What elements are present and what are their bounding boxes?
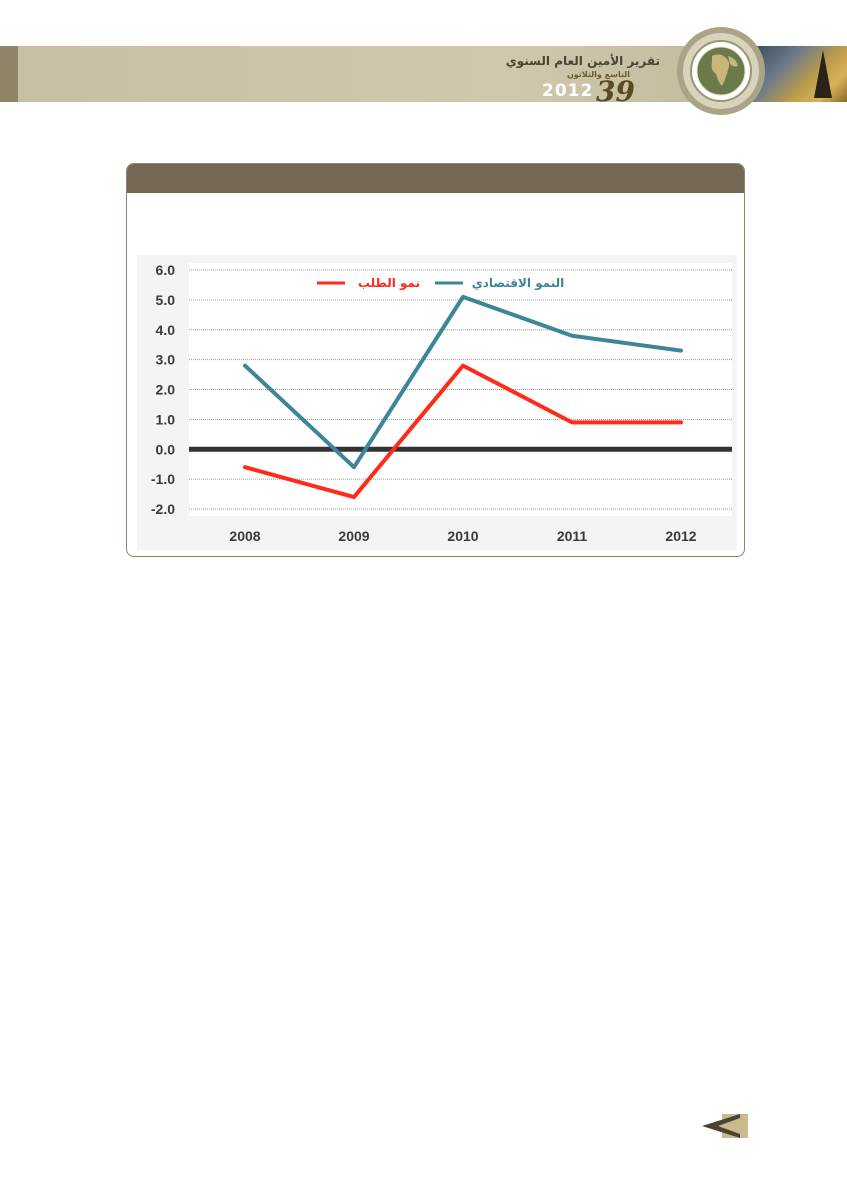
x-tick-label: 2008 — [229, 528, 260, 544]
header-edge — [0, 46, 18, 102]
oil-rig-photo — [752, 46, 847, 102]
data-point — [353, 466, 355, 468]
x-tick-label: 2009 — [338, 528, 369, 544]
back-arrow-icon[interactable] — [700, 1112, 750, 1140]
y-tick-label: 1.0 — [156, 411, 176, 427]
x-tick-label: 2012 — [665, 528, 696, 544]
legend-label: نمو الطلب — [358, 276, 420, 291]
data-point — [680, 421, 682, 423]
y-tick-label: 6.0 — [156, 262, 176, 278]
x-tick-label: 2011 — [557, 528, 588, 544]
data-point — [571, 335, 573, 337]
line-chart: 6.0 5.0 4.0 3.0 2.0 1.0 0.0 -1.0 -2.0 2008 2009 20… — [137, 255, 737, 550]
x-tick-label: 2010 — [447, 528, 478, 544]
data-point — [462, 296, 464, 298]
y-tick-label: 3.0 — [156, 352, 176, 368]
data-point — [571, 421, 573, 423]
y-tick-label: -2.0 — [151, 501, 175, 517]
data-point — [244, 466, 246, 468]
oil-rig-icon — [814, 50, 832, 98]
legend-label: النمو الاقتصادي — [472, 276, 565, 291]
data-point — [680, 350, 682, 352]
report-year: 2012 — [542, 81, 594, 101]
y-tick-label: 4.0 — [156, 322, 176, 338]
data-point — [353, 496, 355, 498]
y-tick-label: 0.0 — [156, 441, 176, 457]
y-tick-label: 5.0 — [156, 292, 176, 308]
y-tick-label: -1.0 — [151, 471, 175, 487]
y-tick-label: 2.0 — [156, 382, 176, 398]
data-point — [244, 365, 246, 367]
chart-panel-header — [127, 164, 744, 193]
report-title: تقرير الأمين العام السنوي — [505, 54, 660, 68]
report-edition: 39 — [596, 75, 635, 108]
report-title-block: تقرير الأمين العام السنوي التاسع والثلاث… — [470, 48, 660, 108]
data-point — [462, 365, 464, 367]
globe-icon — [677, 27, 765, 115]
report-subtitle: التاسع والثلاثون — [566, 70, 630, 79]
